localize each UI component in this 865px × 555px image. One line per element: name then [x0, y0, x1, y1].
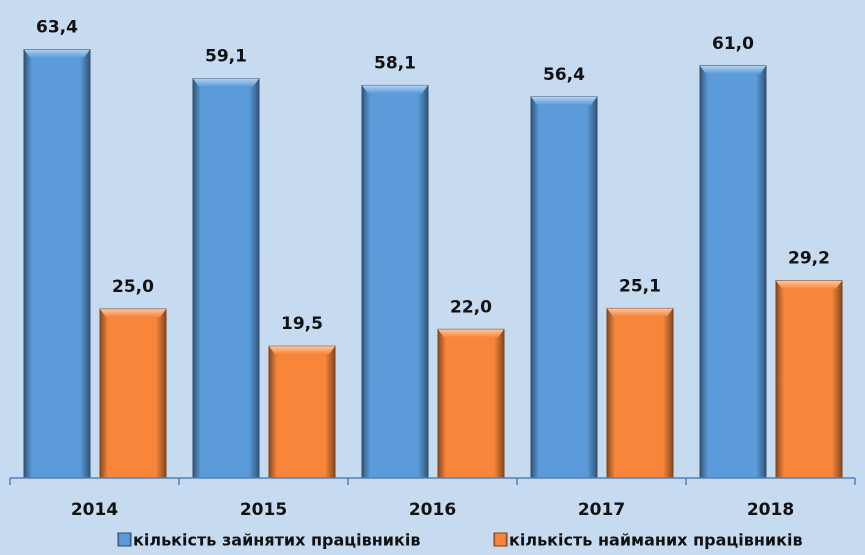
value-label: 19,5 — [281, 314, 323, 334]
bar — [23, 49, 91, 479]
x-tick-label: 2016 — [409, 500, 456, 520]
bar — [775, 280, 843, 479]
value-label: 29,2 — [788, 249, 830, 269]
value-label: 59,1 — [205, 47, 247, 67]
x-tick-label: 2015 — [240, 500, 287, 520]
bar — [99, 308, 167, 479]
bar-cap — [607, 308, 673, 317]
value-label: 25,1 — [619, 276, 661, 296]
bar-cap — [438, 329, 504, 338]
bar — [192, 78, 260, 479]
value-label: 25,0 — [112, 277, 154, 297]
bar-cap — [700, 65, 766, 74]
legend-marker — [493, 532, 508, 547]
bar-cap — [100, 309, 166, 318]
value-label: 61,0 — [712, 34, 754, 54]
value-label: 58,1 — [374, 53, 416, 73]
value-label: 63,4 — [36, 18, 78, 38]
bar — [361, 84, 429, 479]
bar — [437, 328, 505, 479]
legend-marker — [117, 532, 132, 547]
x-tick-label: 2018 — [747, 500, 794, 520]
legend-label: кількість найманих працівників — [509, 531, 803, 550]
bar-cap — [193, 78, 259, 87]
x-tick-label: 2014 — [71, 500, 118, 520]
bar — [699, 65, 767, 479]
bar-cap — [24, 49, 90, 58]
value-label: 22,0 — [450, 297, 492, 317]
bar — [268, 345, 336, 479]
x-tick-label: 2017 — [578, 500, 625, 520]
bar-cap — [269, 346, 335, 355]
bar — [606, 307, 674, 479]
bar-cap — [362, 85, 428, 94]
value-label: 56,4 — [543, 65, 585, 85]
bar — [530, 96, 598, 479]
legend-label: кількість зайнятих працівників — [133, 531, 420, 550]
bar-cap — [531, 96, 597, 105]
bar-cap — [776, 280, 842, 289]
